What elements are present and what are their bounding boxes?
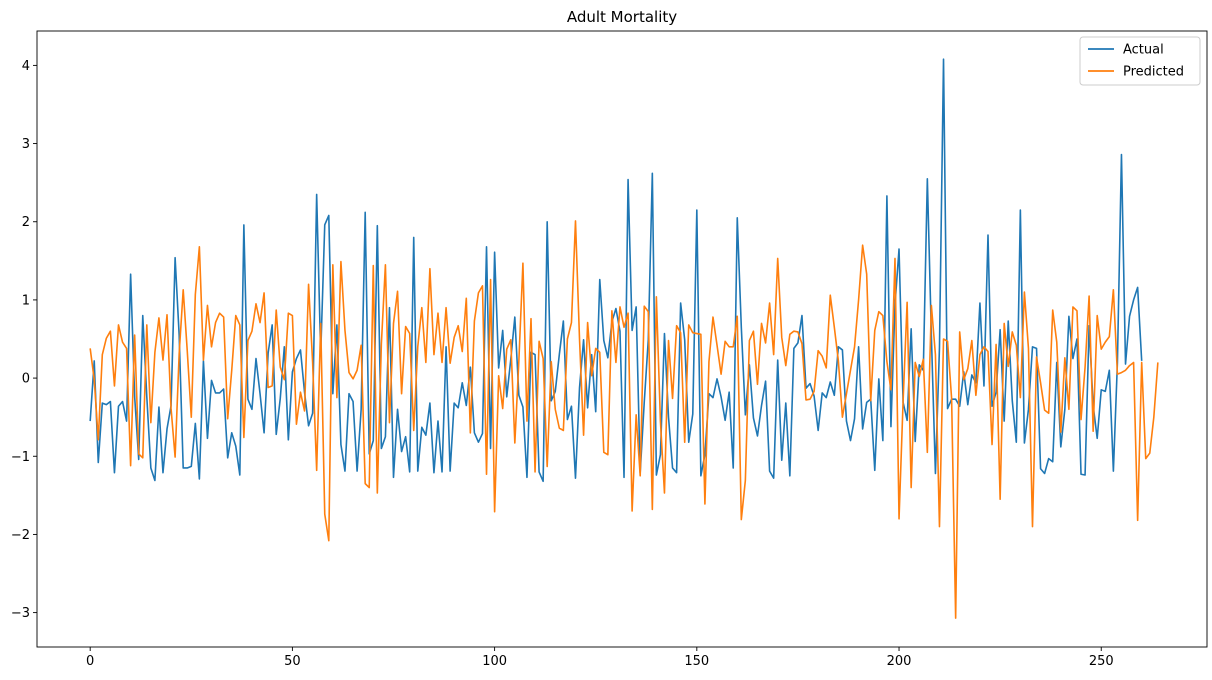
y-tick-label: −1 bbox=[11, 450, 30, 465]
x-tick-label: 150 bbox=[684, 654, 709, 669]
y-tick-label: 2 bbox=[22, 215, 30, 230]
x-tick-label: 100 bbox=[482, 654, 507, 669]
series-line-predicted bbox=[89, 220, 1159, 619]
x-tick-label: 250 bbox=[1089, 654, 1114, 669]
x-tick-label: 0 bbox=[86, 654, 94, 669]
chart-title: Adult Mortality bbox=[567, 8, 677, 26]
y-tick-label: −3 bbox=[11, 606, 30, 621]
series-line-actual bbox=[89, 58, 1143, 483]
legend: Actual Predicted bbox=[1079, 36, 1201, 86]
plot-area bbox=[89, 58, 1159, 619]
legend-label-predicted: Predicted bbox=[1123, 65, 1184, 80]
y-tick-label: 0 bbox=[22, 372, 30, 387]
y-tick-label: 4 bbox=[22, 59, 30, 74]
x-tick-label: 200 bbox=[887, 654, 912, 669]
y-tick-label: 3 bbox=[22, 137, 30, 152]
y-tick-label: −2 bbox=[11, 528, 30, 543]
y-tick-label: 1 bbox=[22, 293, 30, 308]
axes-frame bbox=[36, 30, 1208, 648]
x-tick-label: 50 bbox=[284, 654, 301, 669]
axes: 0 50 100 150 200 250 −3 −2 −1 0 1 2 3 4 bbox=[11, 30, 1208, 669]
legend-label-actual: Actual bbox=[1123, 43, 1164, 58]
